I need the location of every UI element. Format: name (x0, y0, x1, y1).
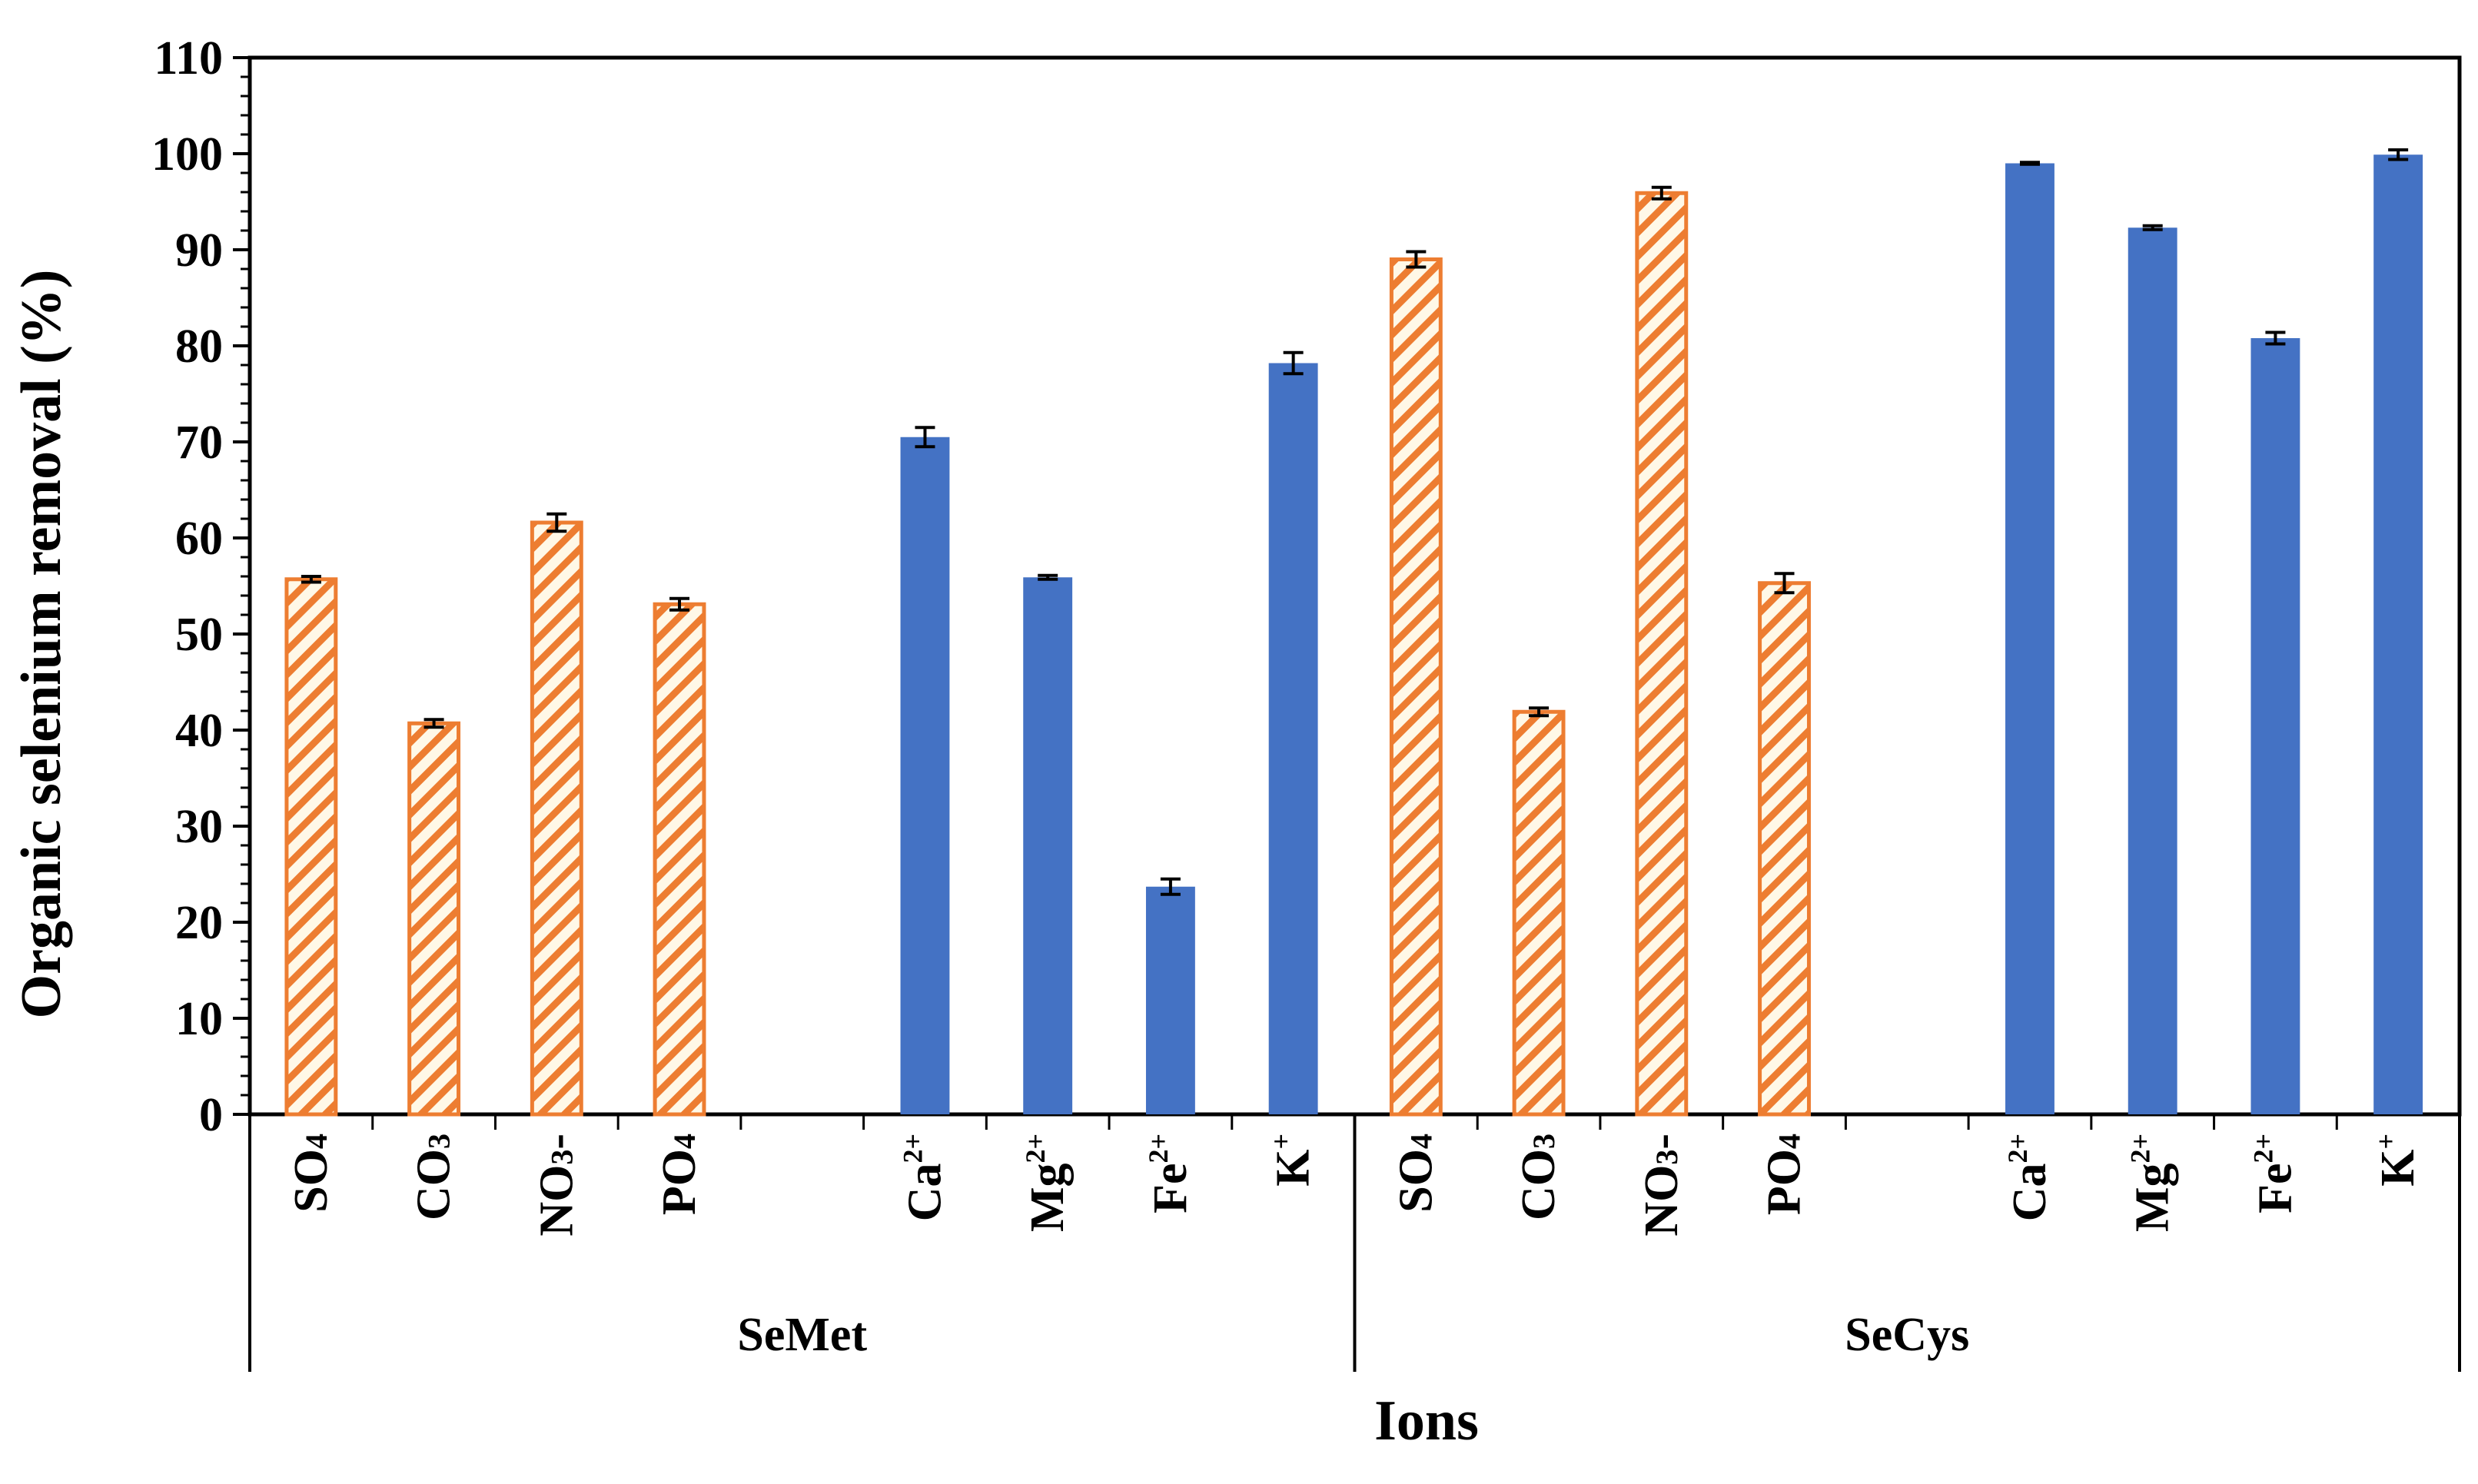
bar-anion (284, 577, 338, 1117)
bar-anion (530, 520, 583, 1117)
x-category-label: Ca2+ (2002, 1134, 2056, 1221)
x-category-label: Mg2+ (1020, 1134, 1074, 1232)
y-axis-title: Organic selenium removal (%) (10, 270, 73, 1019)
y-tick-label: 100 (151, 128, 223, 181)
bar-anion (1758, 581, 1811, 1117)
y-tick-label: 30 (175, 801, 223, 853)
plot-area: 0 10 20 30 40 50 60 70 80 90 100 110 SO4 CO3 NO3- PO4 Ca… (151, 32, 2462, 1372)
bar-cation (900, 437, 950, 1114)
bar-anion (1389, 257, 1443, 1117)
y-tick-label: 70 (175, 417, 223, 469)
x-category-label: K+ (1266, 1134, 1320, 1187)
bar-anion (1512, 709, 1566, 1117)
y-tick-label: 90 (175, 224, 223, 277)
x-category-label: K+ (2370, 1134, 2424, 1187)
group-label: SeCys (1845, 1309, 1969, 1361)
bar-anion (407, 721, 461, 1117)
y-tick-label: 60 (175, 513, 223, 565)
bar-cation (2250, 338, 2300, 1114)
x-category-label: NO3- (530, 1134, 583, 1237)
x-axis-title: Ions (1374, 1389, 1479, 1452)
group-label: SeMet (737, 1309, 867, 1361)
x-category-label: PO4 (653, 1134, 706, 1215)
y-tick-label: 0 (199, 1089, 223, 1141)
bar-anion (1635, 191, 1689, 1117)
bar-cation (1145, 886, 1195, 1114)
x-category-label: Mg2+ (2125, 1134, 2179, 1232)
x-category-label: CO3 (1513, 1134, 1565, 1220)
y-tick-label: 40 (175, 705, 223, 757)
bar-cation (1023, 577, 1073, 1114)
y-tick-label: 10 (175, 993, 223, 1045)
x-category-label: Fe2+ (2247, 1134, 2301, 1213)
bar-anion (653, 602, 706, 1117)
bar-cation (2373, 154, 2423, 1114)
bar-cation (1268, 363, 1318, 1114)
x-category-label: SO4 (285, 1134, 337, 1213)
x-category-label: CO3 (408, 1134, 460, 1220)
y-tick-label: 80 (175, 320, 223, 373)
x-category-label: PO4 (1759, 1134, 1811, 1215)
bar-cation (2128, 227, 2177, 1114)
y-tick-label: 110 (154, 32, 223, 85)
y-tick-label: 50 (175, 609, 223, 661)
y-tick-label: 20 (175, 897, 223, 949)
bar-cation (2005, 163, 2054, 1114)
x-category-label: SO4 (1390, 1134, 1442, 1213)
x-category-label: Ca2+ (897, 1134, 951, 1221)
x-category-label: Fe2+ (1143, 1134, 1197, 1213)
x-category-label: NO3- (1636, 1134, 1688, 1237)
